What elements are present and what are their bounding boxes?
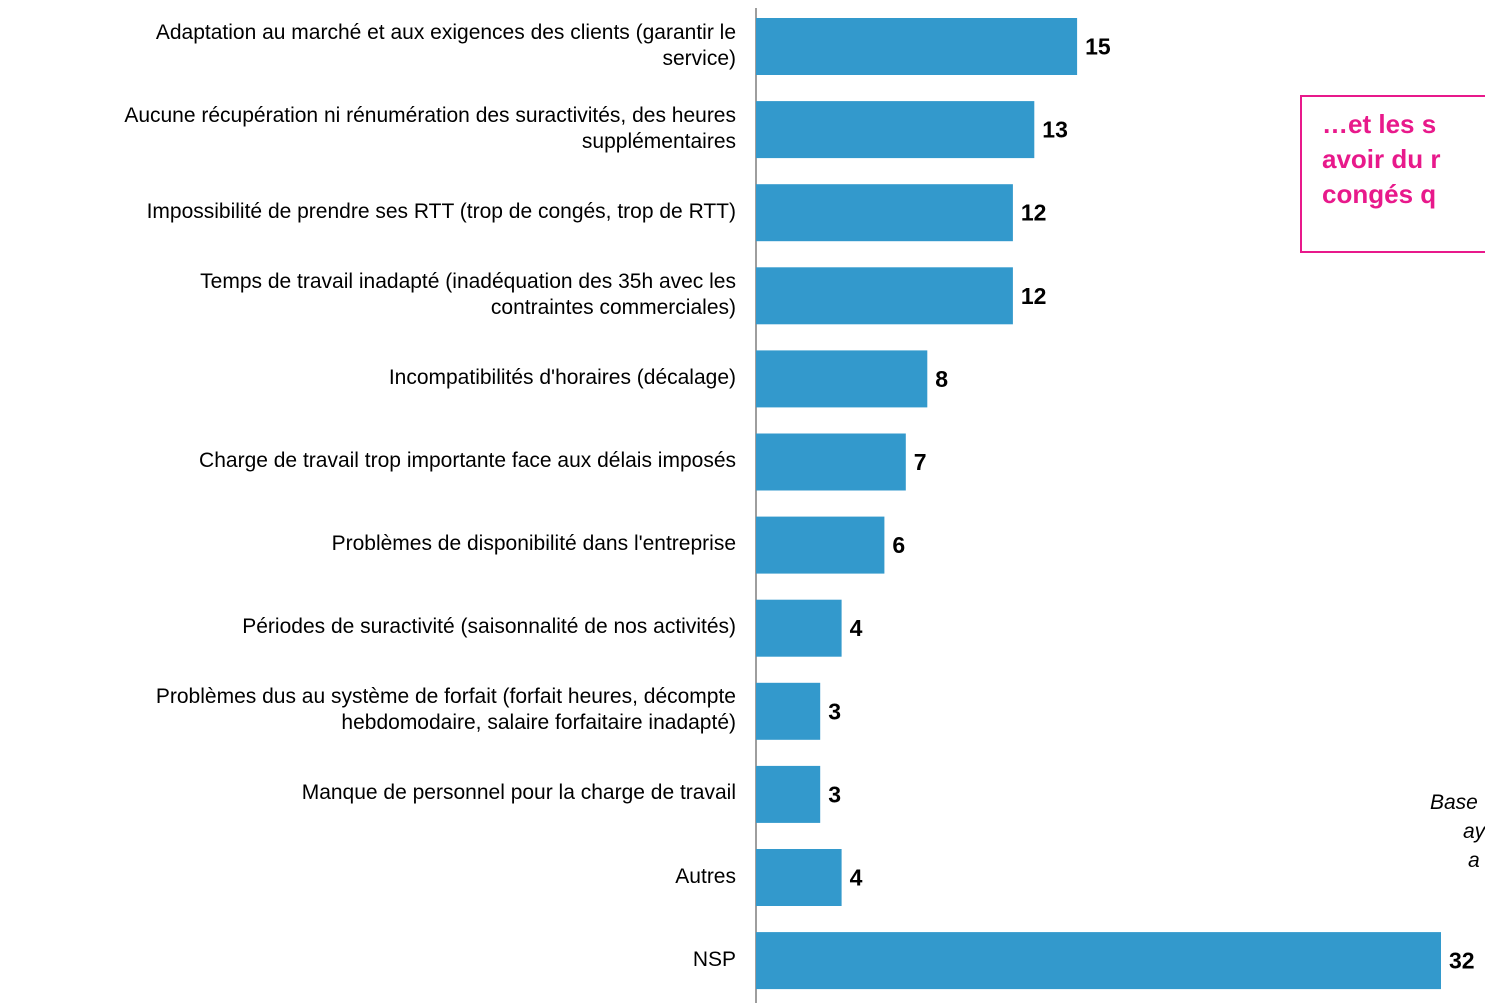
bar: [756, 516, 885, 574]
bar: [756, 101, 1035, 159]
category-label: Incompatibilités d'horaires (décalage): [1, 365, 736, 391]
category-label: Adaptation au marché et aux exigences de…: [1, 20, 736, 72]
callout-line-2: avoir du r: [1322, 144, 1441, 174]
bar-value-label: 3: [828, 698, 841, 724]
bar: [756, 18, 1078, 75]
category-label-line: hebdomodaire, salaire forfaitaire inadap…: [341, 711, 736, 735]
bar: [756, 849, 842, 906]
bar: [756, 765, 821, 823]
bar-value-label: 12: [1021, 200, 1047, 226]
category-label: Temps de travail inadapté (inadéquation …: [1, 269, 736, 321]
category-label-line: Charge de travail trop importante face a…: [199, 449, 736, 472]
category-label: Problèmes de disponibilité dans l'entrep…: [1, 531, 736, 557]
category-label: Charge de travail trop importante face a…: [1, 448, 736, 474]
category-label: Impossibilité de prendre ses RTT (trop d…: [1, 199, 736, 225]
category-label-line: Impossibilité de prendre ses RTT (trop d…: [146, 199, 736, 223]
category-label-line: Autres: [675, 864, 736, 888]
bars-group: [756, 18, 1441, 990]
base-note-line-1: Base: [1430, 791, 1478, 814]
bar-value-label: 15: [1085, 34, 1111, 60]
category-label-line: Problèmes de disponibilité dans l'entrep…: [331, 532, 736, 556]
base-note-line-2: ay: [1463, 820, 1485, 843]
category-label-line: Temps de travail inadapté (inadéquation …: [200, 269, 736, 293]
category-label-line: Manque de personnel pour la charge de tr…: [301, 781, 736, 805]
bar-value-label: 32: [1449, 948, 1475, 974]
category-label-line: NSP: [692, 947, 736, 971]
category-label: Aucune récupération ni rénumération des …: [1, 103, 736, 155]
bar: [756, 184, 1013, 242]
callout-box: …et les s avoir du r congés q: [1300, 95, 1485, 253]
bar-value-label: 12: [1021, 283, 1047, 309]
category-label-line: service): [662, 46, 736, 70]
category-label-line: Problèmes dus au système de forfait (for…: [155, 685, 736, 709]
callout-line-1: …et les s: [1322, 109, 1437, 139]
bar: [756, 350, 928, 408]
category-label: Périodes de suractivité (saisonnalité de…: [1, 614, 736, 640]
bar-value-label: 3: [828, 781, 841, 807]
category-label-line: contraintes commerciales): [490, 295, 736, 319]
base-note: Base ay a: [1400, 788, 1485, 875]
base-note-line-3: a: [1468, 849, 1480, 872]
category-label-line: Incompatibilités d'horaires (décalage): [388, 365, 736, 389]
category-label: Problèmes dus au système de forfait (for…: [1, 684, 736, 736]
bar-value-label: 6: [892, 532, 905, 558]
bar-value-label: 13: [1042, 117, 1068, 143]
bar-value-label: 4: [850, 615, 863, 641]
category-label: Manque de personnel pour la charge de tr…: [1, 780, 736, 806]
bar: [756, 682, 821, 740]
callout-line-3: congés q: [1322, 179, 1437, 209]
category-label-line: Adaptation au marché et aux exigences de…: [155, 20, 736, 44]
category-label-line: supplémentaires: [581, 129, 736, 153]
value-labels-group: 15 13 12 12 8 7 6 4 3 3 4 32: [828, 34, 1474, 974]
bar-value-label: 8: [935, 366, 948, 392]
category-label-line: Périodes de suractivité (saisonnalité de…: [242, 615, 736, 639]
category-label-line: Aucune récupération ni rénumération des …: [124, 103, 736, 127]
bar: [756, 932, 1441, 990]
bar: [756, 599, 842, 657]
bar: [756, 267, 1013, 325]
category-label: NSP: [1, 947, 736, 973]
bar-value-label: 7: [914, 449, 927, 475]
bar: [756, 433, 906, 491]
category-label: Autres: [1, 864, 736, 890]
bar-value-label: 4: [850, 865, 863, 891]
